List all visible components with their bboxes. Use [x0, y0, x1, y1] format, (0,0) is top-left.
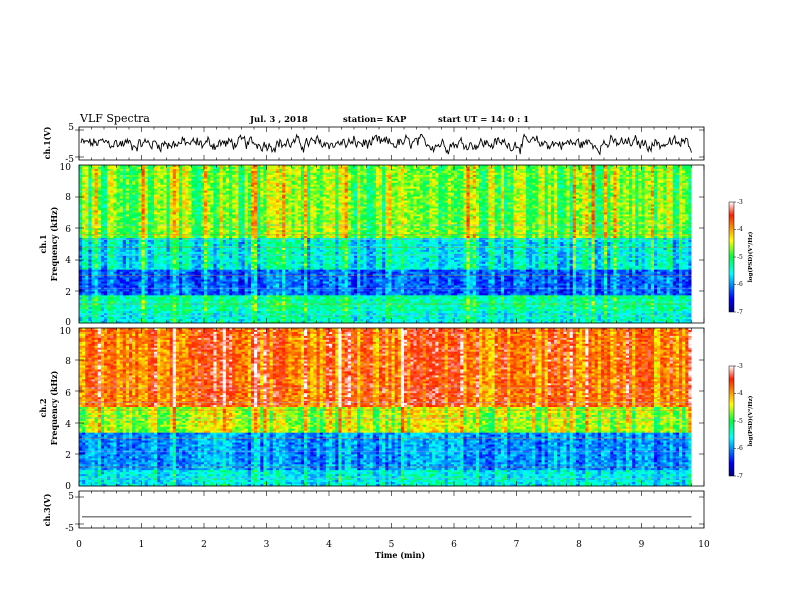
ch1-waveform-line: [81, 134, 692, 154]
ch1-waveform-panel: 5 -5 ch.1(V): [42, 123, 704, 165]
ch1-spectrogram-panel: 0 2 4 6 8 10 ch.1 Frequency (kHz) -3 -4 …: [38, 163, 754, 328]
chart-title: VLF Spectra: [79, 112, 150, 125]
ch1-waveform-ylabel: ch.1(V): [42, 126, 52, 159]
date-label: Jul. 3 , 2018: [249, 115, 308, 125]
ch1-ytick-5: 5: [68, 123, 74, 133]
ch1-spectrogram-image: [79, 165, 704, 323]
station-label: station= KAP: [343, 115, 407, 125]
vlf-spectra-figure: VLF Spectra Jul. 3 , 2018 station= KAP s…: [0, 0, 792, 612]
start-time-label: start UT = 14: 0 : 1: [438, 115, 529, 125]
